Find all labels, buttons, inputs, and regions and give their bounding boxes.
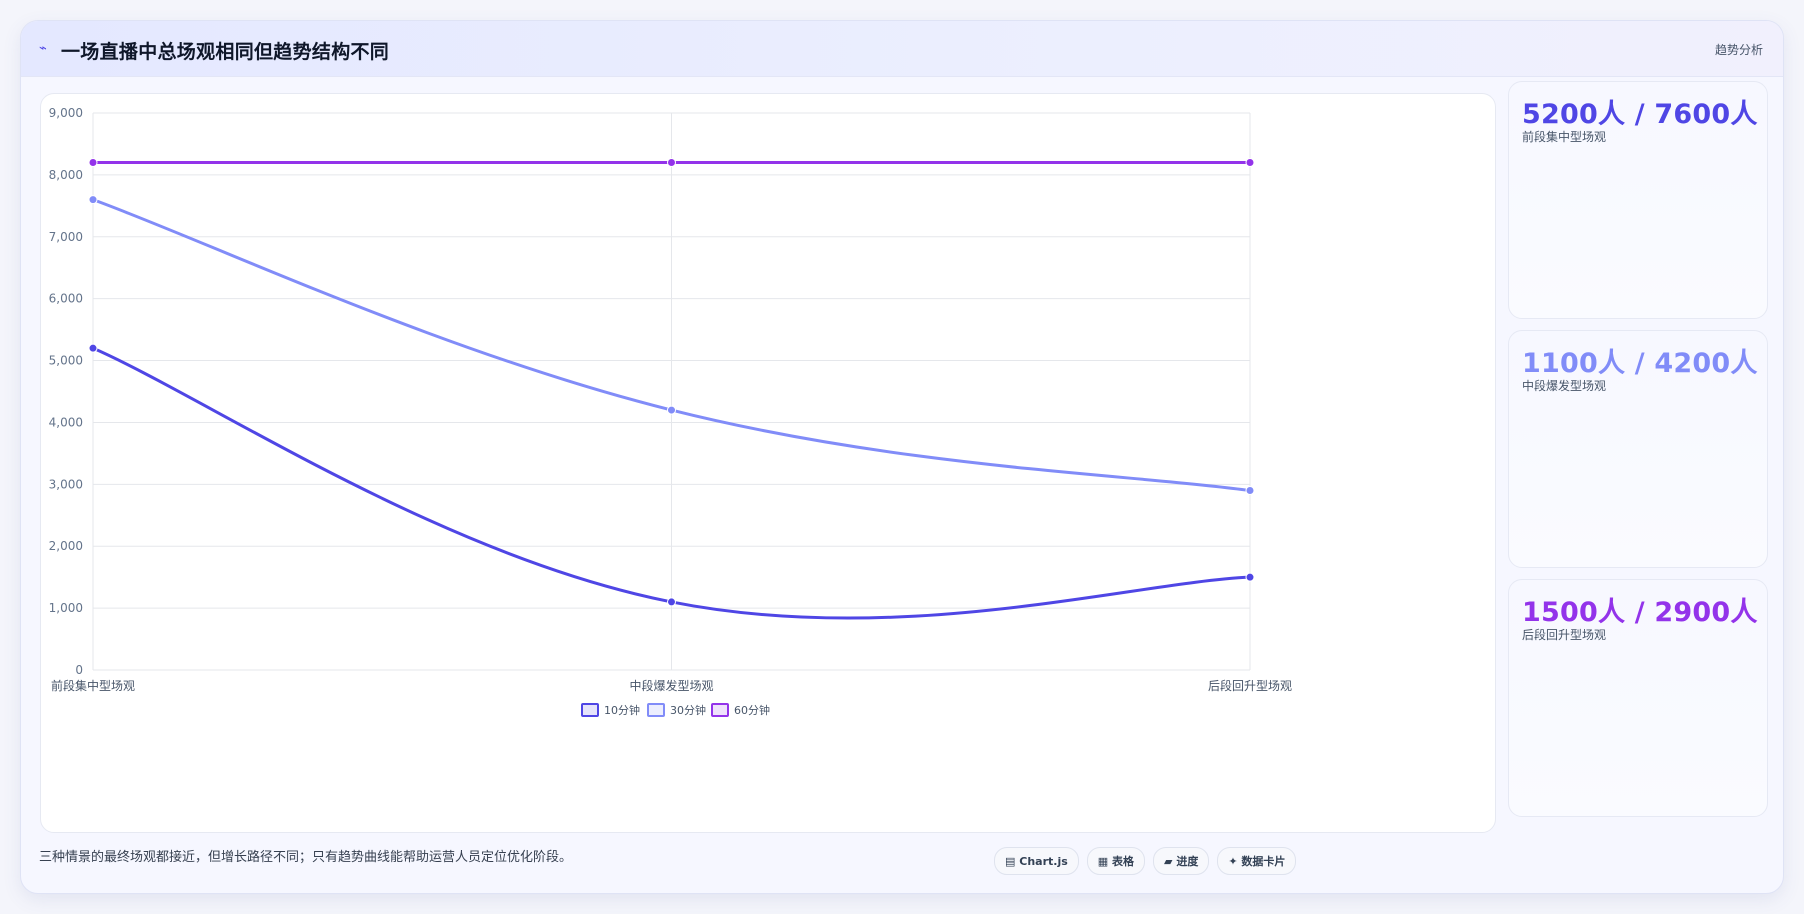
- progress-icon: ▰: [1164, 854, 1173, 868]
- data-point: [88, 195, 98, 205]
- stat-label: 中段爆发型场观: [1522, 379, 1607, 393]
- button-label: Chart.js: [1019, 854, 1068, 868]
- data-point: [88, 158, 98, 168]
- data-point: [1245, 486, 1255, 496]
- y-tick-label: 7,000: [49, 230, 83, 244]
- data-point: [1245, 572, 1255, 582]
- y-tick-label: 4,000: [49, 415, 83, 429]
- legend-label: 60分钟: [734, 703, 770, 717]
- view-switcher: ▤ Chart.js ▦ 表格 ▰ 进度 ✦ 数据卡片: [994, 847, 1297, 875]
- legend-swatch: [711, 703, 729, 717]
- data-point: [88, 343, 98, 353]
- y-tick-label: 8,000: [49, 168, 83, 182]
- data-point: [1245, 158, 1255, 168]
- button-label: 表格: [1112, 855, 1135, 868]
- card-header: ⌁ 一场直播中总场观相同但趋势结构不同 趋势分析: [21, 21, 1783, 77]
- stat-card-late: 1500人 / 2900人 后段回升型场观: [1508, 579, 1768, 817]
- progress-button[interactable]: ▰ 进度: [1153, 847, 1210, 875]
- card-icon: ✦: [1228, 854, 1238, 868]
- chartjs-button[interactable]: ▤ Chart.js: [994, 847, 1079, 875]
- button-label: 数据卡片: [1241, 855, 1286, 868]
- x-tick-label: 后段回升型场观: [1208, 678, 1292, 693]
- chart-card: ⌁ 一场直播中总场观相同但趋势结构不同 趋势分析 0 1,000 2,000 3,00…: [20, 20, 1784, 894]
- stat-label: 前段集中型场观: [1522, 130, 1607, 144]
- data-point: [667, 597, 676, 607]
- legend-label: 10分钟: [604, 703, 640, 717]
- y-tick-label: 5,000: [49, 354, 83, 368]
- data-card-button[interactable]: ✦ 数据卡片: [1217, 847, 1297, 875]
- stat-value: 1500人 / 2900人: [1522, 597, 1758, 628]
- legend-label: 30分钟: [670, 703, 706, 717]
- table-button[interactable]: ▦ 表格: [1086, 847, 1146, 875]
- footnote: 三种情景的最终场观都接近，但增长路径不同；只有趋势曲线能帮助运营人员定位优化阶段…: [39, 850, 573, 865]
- y-tick-label: 6,000: [49, 292, 83, 306]
- table-icon: ▦: [1097, 854, 1109, 868]
- stat-label: 后段回升型场观: [1522, 628, 1607, 642]
- stat-value: 5200人 / 7600人: [1522, 99, 1758, 130]
- trend-icon: ⌁: [39, 41, 47, 56]
- page-title: 一场直播中总场观相同但趋势结构不同: [61, 41, 390, 63]
- y-tick-label: 3,000: [49, 477, 83, 491]
- chart-icon: ▤: [1005, 854, 1016, 868]
- data-point: [667, 158, 676, 168]
- stat-value: 1100人 / 4200人: [1522, 348, 1758, 379]
- analysis-tag: 趋势分析: [1714, 43, 1763, 57]
- stat-card-early: 5200人 / 7600人 前段集中型场观: [1508, 81, 1768, 319]
- stat-card-middle: 1100人 / 4200人 中段爆发型场观: [1508, 330, 1768, 568]
- y-tick-label: 2,000: [49, 539, 83, 553]
- x-tick-label: 前段集中型场观: [51, 678, 135, 693]
- data-point: [667, 405, 676, 415]
- legend-swatch: [647, 703, 665, 717]
- line-chart: 0 1,000 2,000 3,000 4,000 5,000 6,000 7,000 8,00…: [49, 106, 1292, 717]
- y-tick-label: 9,000: [49, 106, 83, 120]
- button-label: 进度: [1176, 855, 1199, 868]
- y-tick-label: 0: [75, 663, 83, 677]
- y-tick-label: 1,000: [49, 601, 83, 615]
- x-tick-label: 中段爆发型场观: [629, 678, 713, 693]
- legend-swatch: [581, 703, 599, 717]
- chart-panel: 0 1,000 2,000 3,000 4,000 5,000 6,000 7,000 8,00…: [40, 93, 1496, 833]
